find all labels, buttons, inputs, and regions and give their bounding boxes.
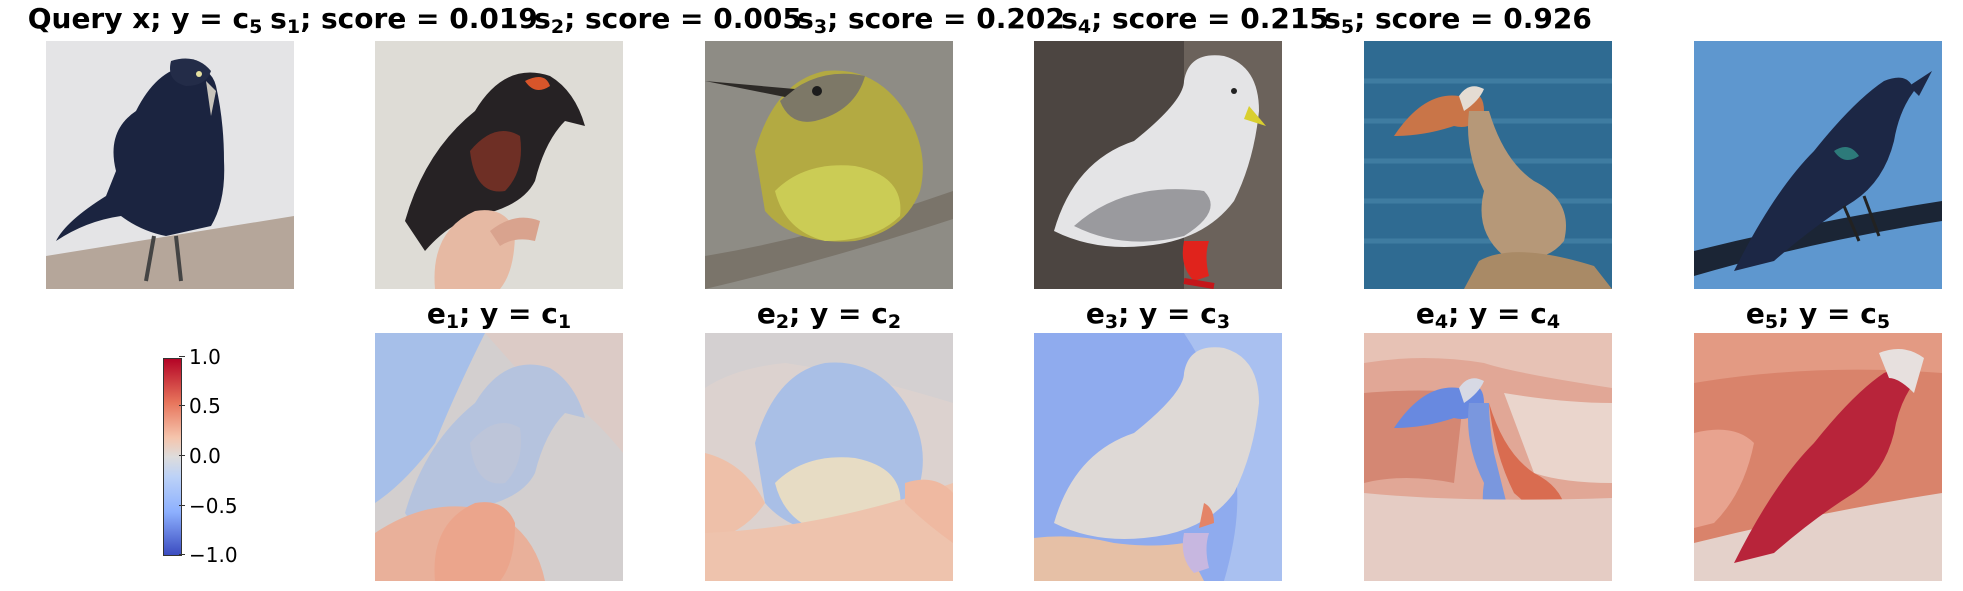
explanation-1-map	[375, 333, 623, 581]
query-image	[46, 41, 294, 289]
explanation-4-map	[1364, 333, 1612, 581]
sample-5-image	[1694, 41, 1942, 289]
colorbar-tick-label: 0.0	[179, 446, 221, 466]
sample-3-image	[1034, 41, 1282, 289]
sample-4-image	[1364, 41, 1612, 289]
colorbar-tick-label: 0.5	[179, 396, 221, 416]
sample-5-title: s5; score = 0.926	[1324, 2, 1592, 38]
explanation-2-title: e2; y = c2	[756, 297, 902, 333]
colorbar-tick-label: 1.0	[179, 347, 221, 367]
sample-3-title: s3; score = 0.202	[797, 2, 1065, 38]
explanation-1-title: e1; y = c1	[426, 297, 572, 333]
explanation-5-map	[1694, 333, 1942, 581]
colorbar-tick-label: −1.0	[179, 545, 238, 565]
explanation-5-title: e5; y = c5	[1745, 297, 1891, 333]
sample-2-image	[705, 41, 953, 289]
colorbar-tick-label: −0.5	[179, 496, 238, 516]
query-title: Query x; y = c5	[27, 2, 263, 38]
colorbar	[163, 358, 182, 556]
explanation-3-map	[1034, 333, 1282, 581]
sample-1-image	[375, 41, 623, 289]
sample-1-title: s1; score = 0.019	[270, 2, 538, 38]
explanation-3-title: e3; y = c3	[1085, 297, 1231, 333]
explanation-2-map	[705, 333, 953, 581]
sample-2-title: s2; score = 0.005	[534, 2, 802, 38]
sample-4-title: s4; score = 0.215	[1061, 2, 1329, 38]
explanation-4-title: e4; y = c4	[1415, 297, 1561, 333]
